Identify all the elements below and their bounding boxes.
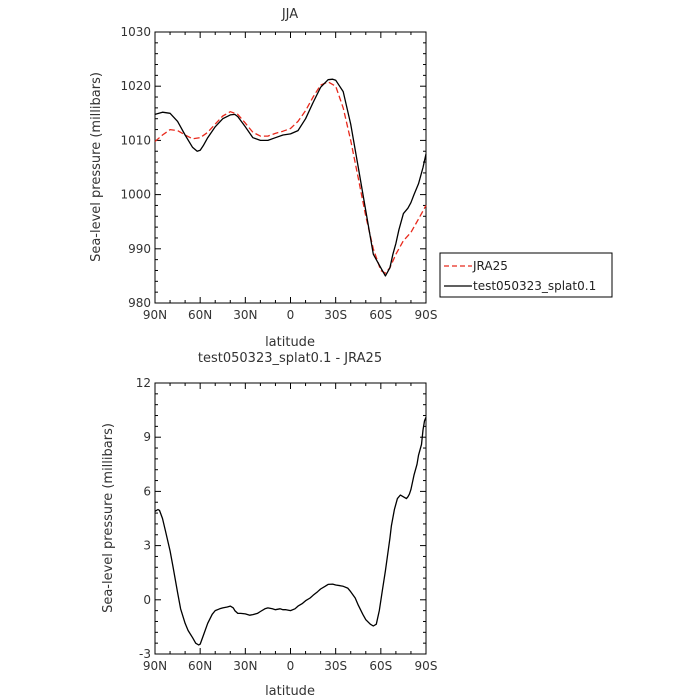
x-tick-label: 30N bbox=[233, 308, 257, 322]
y-tick-label: 3 bbox=[143, 539, 151, 553]
plot-frame bbox=[154, 382, 427, 655]
chart-top: JJA Sea-level pressure (millibars) latit… bbox=[89, 7, 613, 350]
y-tick-label: 1010 bbox=[120, 133, 151, 147]
series-lines bbox=[154, 417, 427, 646]
y-tick-label: 9 bbox=[143, 430, 151, 444]
x-tick-label: 0 bbox=[287, 308, 295, 322]
series-lines bbox=[154, 78, 427, 277]
ticks: 90N 60N 30N 0 30S 60S 90S 980 990 1000 1010 1020 103… bbox=[120, 25, 437, 322]
x-tick-label: 60N bbox=[188, 308, 212, 322]
legend-label-jra25: JRA25 bbox=[472, 259, 508, 273]
ticks: 90N 60N 30N 0 30S 60S 90S -3 0 3 6 9 12 bbox=[136, 376, 438, 673]
y-tick-label: 1020 bbox=[120, 79, 151, 93]
x-tick-label: 30S bbox=[324, 308, 347, 322]
y-tick-label: 6 bbox=[143, 484, 151, 498]
plot-frame bbox=[154, 31, 427, 304]
x-tick-label: 60S bbox=[369, 308, 392, 322]
x-tick-label: 90N bbox=[143, 308, 167, 322]
y-tick-label: -3 bbox=[139, 647, 151, 661]
x-tick-label: 0 bbox=[287, 659, 295, 673]
y-axis-label: Sea-level pressure (millibars) bbox=[89, 72, 104, 262]
y-tick-label: 980 bbox=[128, 296, 151, 310]
x-tick-label: 90S bbox=[415, 308, 438, 322]
legend-box bbox=[439, 252, 613, 298]
series-line-jra25 bbox=[154, 81, 427, 274]
chart-title: test050323_splat0.1 - JRA25 bbox=[198, 351, 382, 366]
series-line-test050323-splat0-1 bbox=[154, 78, 427, 277]
legend: JRA25 test050323_splat0.1 bbox=[439, 252, 613, 298]
x-tick-label: 60N bbox=[188, 659, 212, 673]
series-line-difference bbox=[154, 417, 427, 646]
y-tick-label: 1030 bbox=[120, 25, 151, 39]
x-axis-label: latitude bbox=[265, 684, 315, 699]
x-tick-label: 90N bbox=[143, 659, 167, 673]
x-tick-label: 30N bbox=[233, 659, 257, 673]
x-tick-label: 30S bbox=[324, 659, 347, 673]
x-tick-label: 90S bbox=[415, 659, 438, 673]
y-tick-label: 1000 bbox=[120, 188, 151, 202]
y-tick-label: 990 bbox=[128, 242, 151, 256]
y-tick-label: 0 bbox=[143, 593, 151, 607]
legend-label-test: test050323_splat0.1 bbox=[473, 279, 596, 293]
x-axis-label: latitude bbox=[265, 335, 315, 350]
chart-bottom: test050323_splat0.1 - JRA25 Sea-level pr… bbox=[101, 351, 437, 699]
y-axis-label: Sea-level pressure (millibars) bbox=[101, 423, 116, 613]
chart-title: JJA bbox=[281, 7, 298, 22]
x-tick-label: 60S bbox=[369, 659, 392, 673]
y-tick-label: 12 bbox=[136, 376, 151, 390]
